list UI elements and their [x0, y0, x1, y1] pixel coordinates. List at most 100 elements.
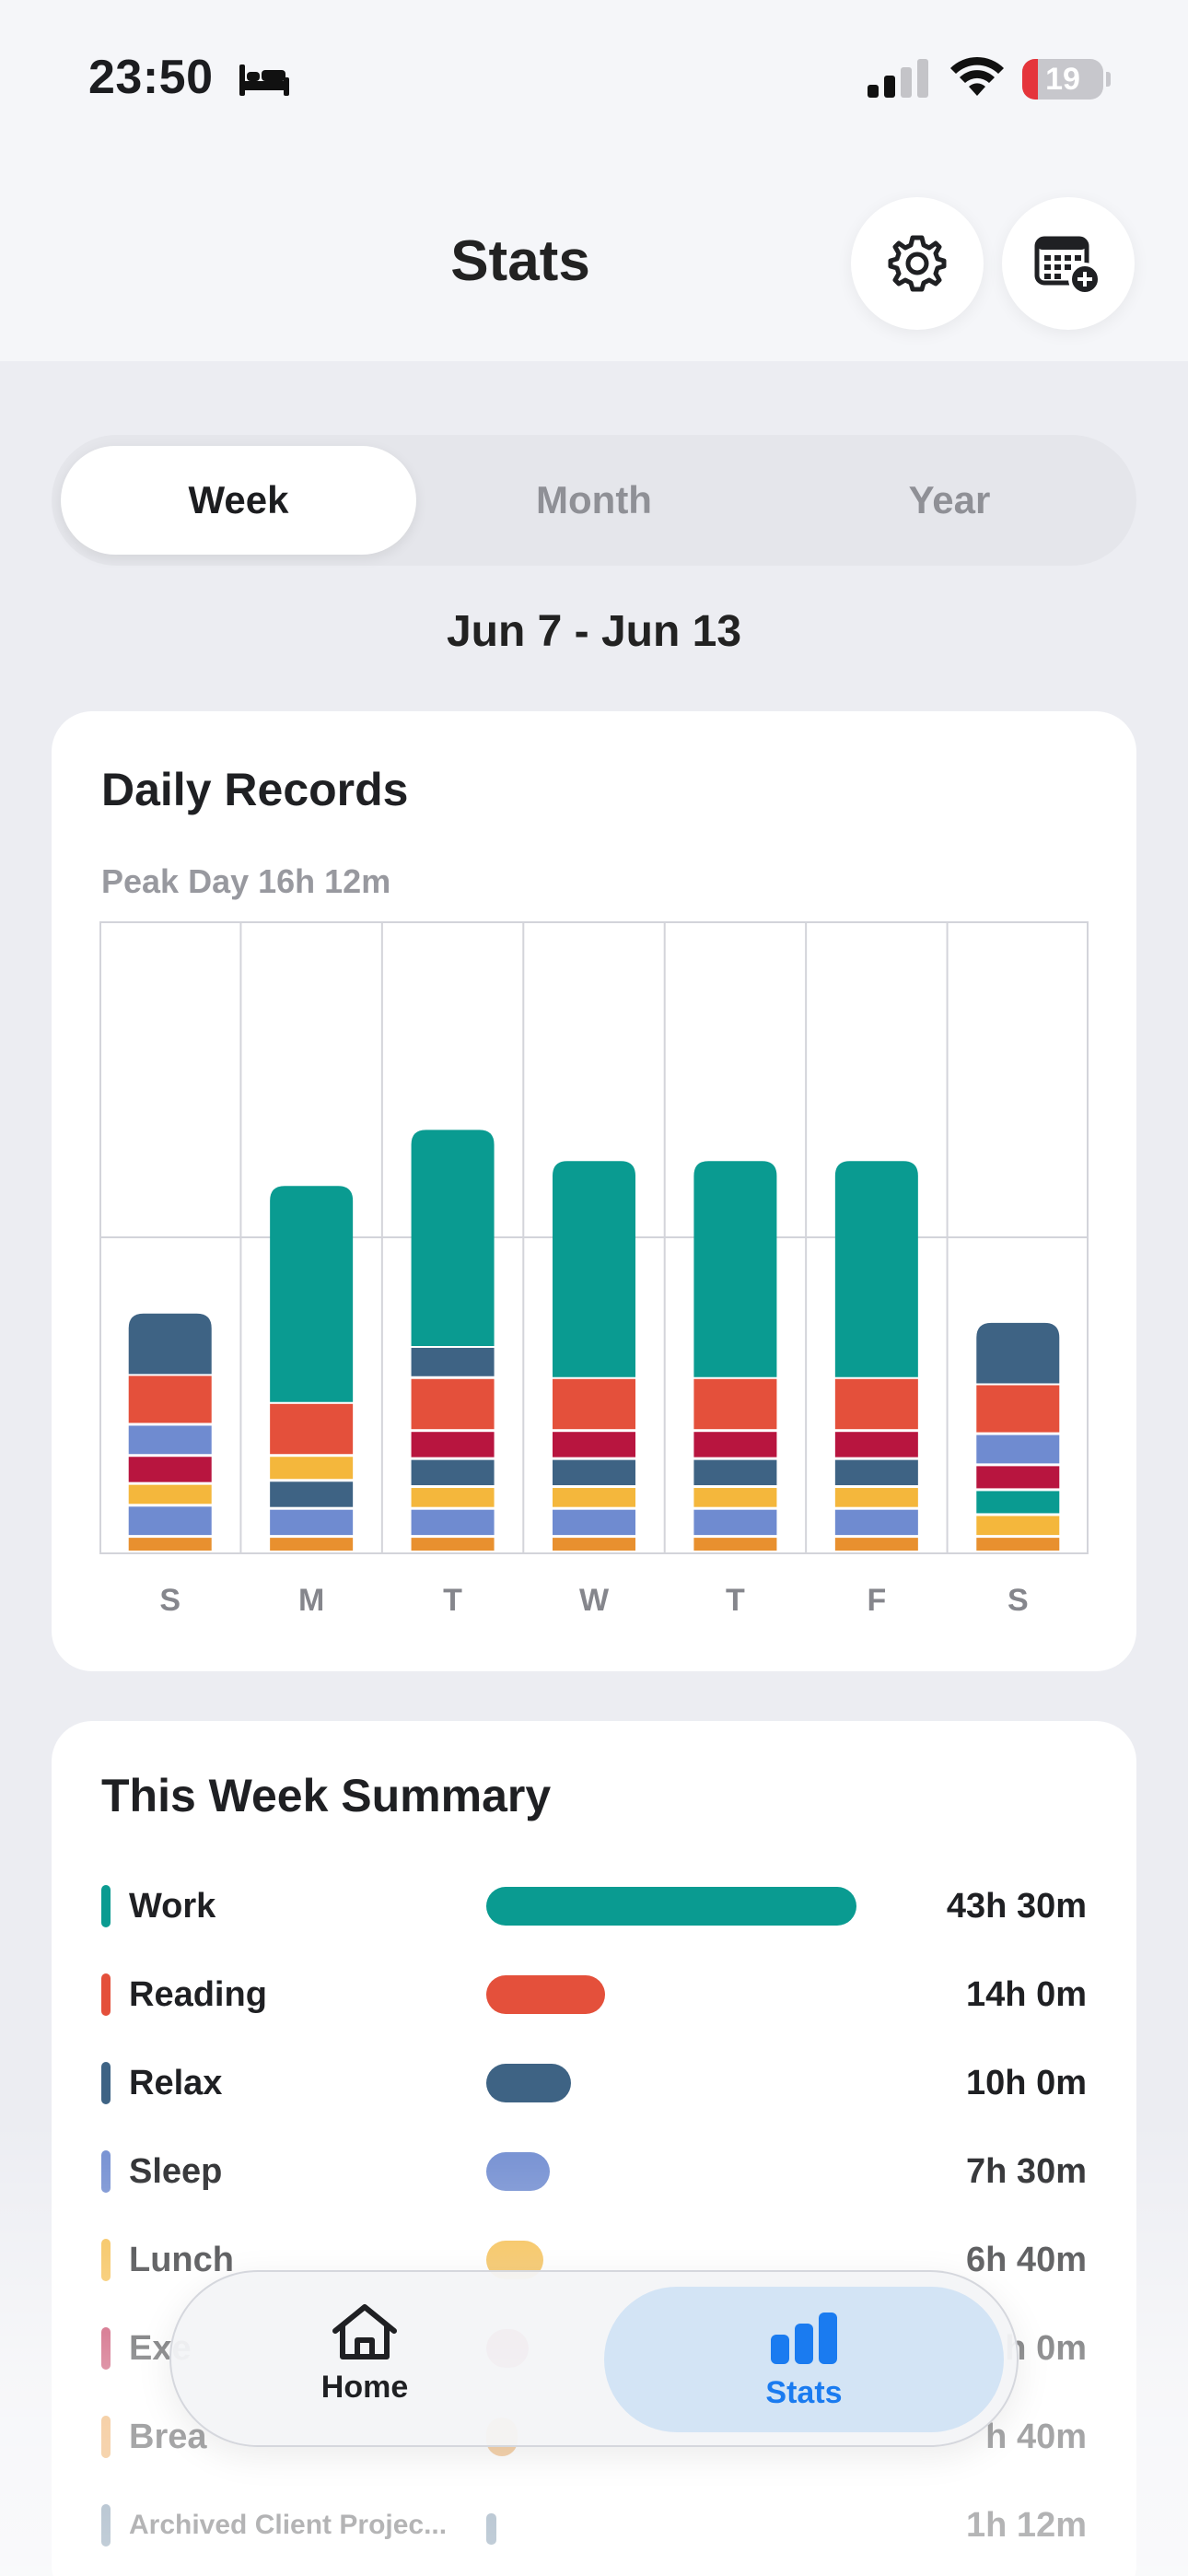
add-calendar-button[interactable]: [1002, 197, 1135, 330]
summary-activity-name: Sleep: [129, 2152, 223, 2191]
tab-stats-label: Stats: [765, 2375, 843, 2410]
daily-records-title: Daily Records: [101, 764, 409, 815]
bar-segment-relax-day-2: [411, 1459, 495, 1486]
summary-row[interactable]: Reading 14h 0m: [101, 1966, 1087, 2021]
page-title: Stats: [450, 229, 590, 293]
status-time: 23:50: [88, 51, 214, 104]
bar-segment-exercise-day-3: [553, 1432, 635, 1458]
summary-color-marker: [101, 2416, 111, 2458]
bar-segment-reading-day-1: [270, 1403, 354, 1455]
summary-bar: [486, 1975, 606, 2014]
bar-segment-lunch-2-day-1: [270, 1457, 354, 1480]
bar-segment-relax-2-day-6: [976, 1322, 1060, 1384]
summary-activity-name: Lunch: [129, 2241, 234, 2279]
bar-segment-exercise-day-5: [834, 1432, 918, 1458]
summary-color-marker: [101, 2504, 111, 2547]
bar-segment-teal-day-6: [976, 1491, 1060, 1514]
daily-records-chart: [99, 921, 1089, 1554]
header-area: 23:50 19 Stats: [0, 0, 1188, 361]
daily-records-card: Daily Records Peak Day 16h 12m S M T W T F S: [52, 711, 1136, 1671]
bar-segment-breakfast-day-2: [411, 1538, 495, 1551]
week-summary-card: This Week Summary Work 43h 30m Reading 14h …: [52, 1721, 1136, 2576]
summary-bar: [486, 1887, 856, 1926]
bar-segment-exercise-day-4: [693, 1432, 777, 1458]
summary-row[interactable]: Work 43h 30m: [101, 1878, 1087, 1933]
bar-segment-exercise-2-day-6: [976, 1466, 1060, 1489]
wifi-icon: [950, 56, 1004, 96]
summary-row[interactable]: Relax 10h 0m: [101, 2055, 1087, 2110]
bar-segment-lunch-day-3: [553, 1488, 635, 1507]
settings-button[interactable]: [851, 197, 984, 330]
gear-icon: [888, 235, 947, 292]
bar-segment-work-day-4: [693, 1161, 777, 1377]
summary-activity-name: Relax: [129, 2064, 223, 2102]
summary-color-marker: [101, 2239, 111, 2281]
summary-bar: [486, 2064, 572, 2102]
day-label-2: T: [443, 1583, 462, 1618]
bar-segment-work-day-3: [553, 1161, 635, 1377]
bar-segment-reading-day-5: [834, 1378, 918, 1430]
summary-color-marker: [101, 2150, 111, 2193]
bar-segment-sleep-day-5: [834, 1509, 918, 1536]
week-summary-title: This Week Summary: [101, 1770, 552, 1821]
tab-bar: Home Stats: [169, 2270, 1019, 2447]
segment-year[interactable]: Year: [908, 478, 991, 521]
day-label-3: W: [578, 1583, 610, 1618]
summary-activity-name: Brea: [129, 2418, 207, 2456]
bed-icon: [239, 64, 289, 96]
house-icon: [332, 2304, 397, 2359]
summary-color-marker: [101, 2327, 111, 2370]
bar-segment-work-day-5: [834, 1161, 918, 1377]
bar-segment-relax-day-4: [693, 1459, 777, 1486]
bar-segment-sleep-day-1: [270, 1509, 354, 1536]
bar-segment-breakfast-day-5: [834, 1538, 918, 1551]
segment-month[interactable]: Month: [536, 478, 652, 521]
bar-segment-relax-day-5: [834, 1459, 918, 1486]
date-range: Jun 7 - Jun 13: [446, 607, 742, 656]
summary-color-marker: [101, 1885, 111, 1927]
bar-segment-sleep-day-0: [128, 1506, 212, 1536]
summary-bar: [486, 2513, 497, 2545]
bar-segment-sleep-2-day-6: [976, 1434, 1060, 1464]
bar-segment-reading-day-6: [976, 1385, 1060, 1433]
peak-day-label: Peak Day 16h 12m: [101, 862, 391, 900]
bar-segment-breakfast-day-1: [270, 1538, 354, 1551]
summary-duration: 6h 40m: [966, 2241, 1087, 2279]
summary-color-marker: [101, 1973, 111, 2016]
summary-row[interactable]: Sleep 7h 30m: [101, 2143, 1087, 2198]
battery-icon: 19: [1022, 59, 1111, 100]
bar-segment-breakfast-day-4: [693, 1538, 777, 1551]
summary-color-marker: [101, 2062, 111, 2104]
bar-segment-reading-day-3: [553, 1378, 635, 1430]
summary-duration: 1h 12m: [966, 2506, 1087, 2545]
bar-segment-exercise-day-2: [411, 1432, 495, 1458]
bar-segment-sleep-day-3: [553, 1509, 635, 1536]
summary-activity-name: Reading: [129, 1975, 267, 2014]
tab-home-label: Home: [320, 2370, 409, 2405]
bar-segment-lunch-day-6: [976, 1516, 1060, 1536]
bar-segment-sleep-2-day-0: [128, 1425, 212, 1455]
day-label-1: M: [297, 1583, 325, 1618]
bar-segment-breakfast-day-6: [976, 1538, 1060, 1551]
summary-bar: [486, 2152, 551, 2191]
bar-segment-lunch-day-5: [834, 1488, 918, 1507]
tab-home[interactable]: Home: [282, 2301, 448, 2419]
bar-segment-reading-day-0: [128, 1376, 212, 1423]
bar-chart-icon: [771, 2313, 837, 2364]
bar-segment-breakfast-day-3: [553, 1538, 635, 1551]
bar-segment-sleep-day-2: [411, 1509, 495, 1536]
summary-duration: 7h 30m: [966, 2152, 1087, 2191]
summary-row[interactable]: Archived Client Projec... 1h 12m: [101, 2497, 1087, 2552]
segment-week[interactable]: Week: [61, 446, 416, 555]
battery-percent: 19: [1045, 62, 1080, 97]
day-label-4: T: [726, 1583, 745, 1618]
bar-segment-relax-day-1: [270, 1481, 354, 1507]
period-segment-control: Week Month Year: [52, 435, 1136, 566]
summary-duration: h 40m: [985, 2418, 1087, 2456]
bar-segment-work-day-2: [411, 1130, 495, 1346]
tab-stats[interactable]: Stats: [604, 2287, 1004, 2432]
bar-segment-reading-day-4: [693, 1378, 777, 1430]
bar-segment-lunch-day-2: [411, 1488, 495, 1507]
bar-segment-work-day-1: [270, 1186, 354, 1402]
calendar-add-icon: [1034, 236, 1101, 296]
